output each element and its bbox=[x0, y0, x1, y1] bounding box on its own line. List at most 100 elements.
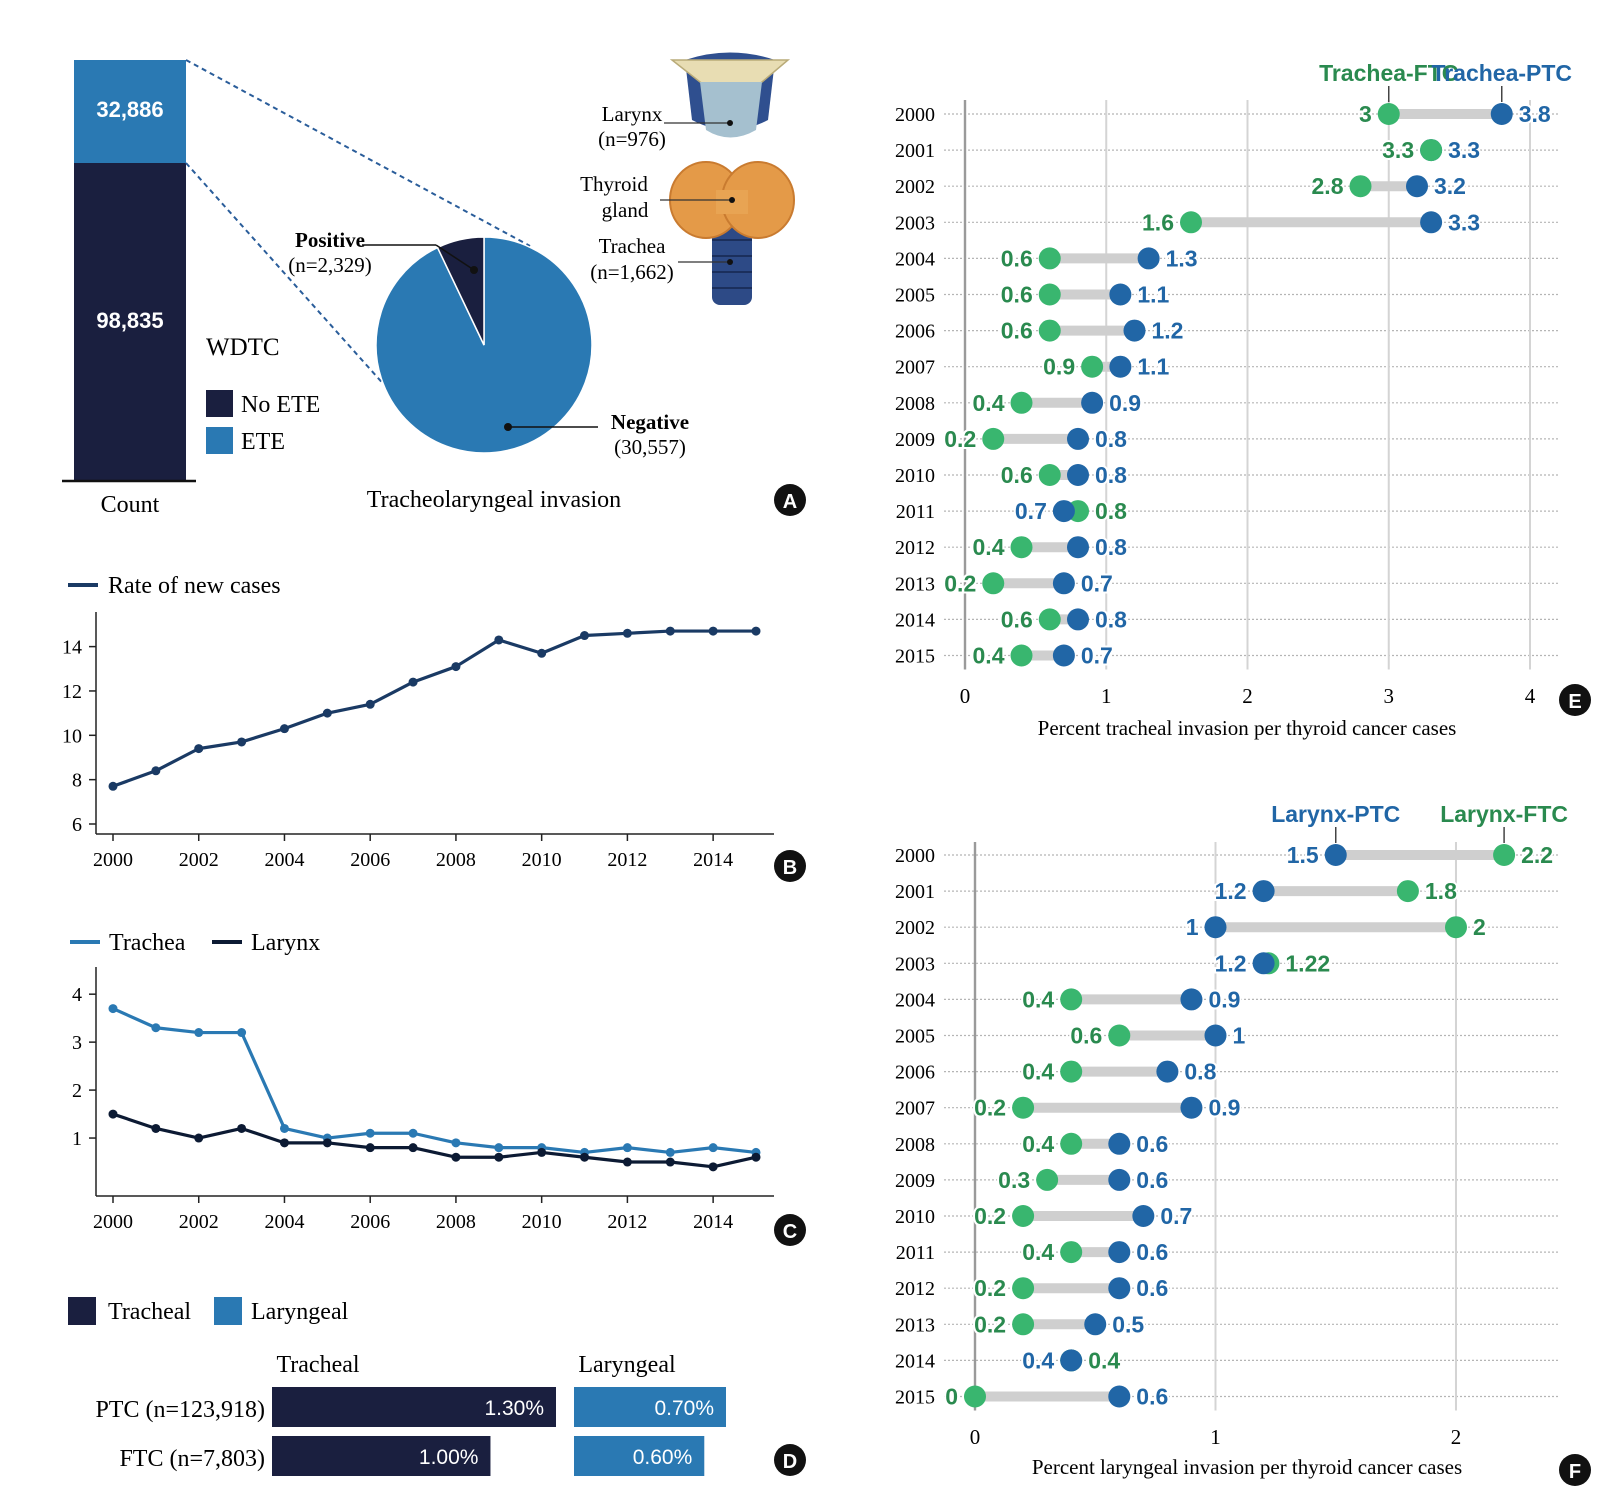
rate-x-tick-label: 2002 bbox=[179, 849, 219, 871]
tracheal-dot-ftc bbox=[982, 427, 1005, 450]
bar-tracheal-ptc bbox=[272, 1387, 556, 1427]
tracheal-dot-ptc bbox=[1109, 355, 1132, 378]
pie-slice-positive bbox=[436, 236, 485, 346]
tracheal-x-tick-label: 3 bbox=[1384, 684, 1395, 708]
rate-x-tick-label: 2006 bbox=[350, 849, 390, 871]
pie-positive-n: (n=2,329) bbox=[288, 253, 372, 277]
tracheal-x-tick-label: 0 bbox=[960, 684, 971, 708]
legend-label-larynx: Larynx bbox=[251, 930, 320, 956]
invasion-point-larynx bbox=[322, 1138, 332, 1148]
invasion-x-tick-label: 2006 bbox=[350, 1211, 390, 1233]
legend-label-trachea: Trachea bbox=[109, 930, 186, 956]
rate-point-rate-of-new-cases bbox=[108, 781, 118, 791]
invasion-point-trachea bbox=[451, 1138, 461, 1148]
laryngeal-value-label-ftc: 0.4 bbox=[1022, 1239, 1054, 1265]
tracheal-value-label-ptc: 3.2 bbox=[1434, 173, 1466, 199]
laryngeal-dot-ftc bbox=[1012, 1313, 1035, 1336]
tracheal-value-label-ftc: 0.9 bbox=[1043, 354, 1075, 380]
bar-label-laryngeal-ftc: 0.60% bbox=[633, 1446, 693, 1469]
tracheal-dumbbell-chart: 2000 2001 2002 2003 2004 2005 2006 2007 2008 2009… bbox=[895, 60, 1572, 708]
invasion-line-trachea bbox=[112, 1007, 757, 1155]
rate-point-rate-of-new-cases bbox=[151, 766, 161, 776]
tracheal-dot-ftc bbox=[1420, 139, 1443, 162]
tracheal-dot-ftc bbox=[1038, 283, 1061, 306]
rate-y-tick-label: 10 bbox=[62, 725, 82, 747]
laryngeal-year-label: 2003 bbox=[895, 953, 935, 975]
tracheal-value-label-ptc: 0.8 bbox=[1095, 534, 1127, 560]
tracheal-header-ptc: Trachea-PTC bbox=[1431, 60, 1572, 86]
invasion-point-larynx bbox=[580, 1152, 590, 1162]
tracheal-dot-ftc bbox=[1349, 175, 1372, 198]
panel-e-xlabel: Percent tracheal invasion per thyroid ca… bbox=[1038, 716, 1457, 740]
laryngeal-value-label-ftc: 0.2 bbox=[974, 1095, 1006, 1121]
tracheal-year-label: 2001 bbox=[895, 140, 935, 162]
bar-laryngeal-ptc bbox=[574, 1387, 726, 1427]
tracheal-value-label-ptc: 0.7 bbox=[1081, 643, 1113, 669]
tracheal-value-label-ptc: 1.3 bbox=[1166, 245, 1198, 271]
laryngeal-year-label: 2012 bbox=[895, 1278, 935, 1300]
tracheal-dot-ptc bbox=[1137, 247, 1160, 270]
invasion-x-tick-label: 2002 bbox=[179, 1211, 219, 1233]
tracheal-value-label-ftc: 0.6 bbox=[1001, 462, 1033, 488]
invasion-point-trachea bbox=[194, 1028, 204, 1038]
tracheal-value-label-ftc: 0.2 bbox=[944, 570, 976, 596]
legend-swatch-no-ete bbox=[206, 390, 233, 417]
laryngeal-dot-ptc bbox=[1180, 1096, 1203, 1119]
invasion-point-trachea bbox=[279, 1123, 289, 1133]
rate-point-rate-of-new-cases bbox=[665, 626, 675, 636]
invasion-point-larynx bbox=[365, 1143, 375, 1153]
panel-a-badge bbox=[774, 484, 806, 516]
legend-label-tracheal: Tracheal bbox=[108, 1299, 191, 1325]
rate-x-tick-label: 2012 bbox=[607, 849, 647, 871]
laryngeal-year-label: 2013 bbox=[895, 1314, 935, 1336]
stack-bar-no-ete bbox=[74, 163, 186, 481]
tracheal-year-label: 2014 bbox=[895, 609, 935, 631]
anatomy-trachea-n: (n=1,662) bbox=[590, 260, 674, 284]
laryngeal-year-label: 2009 bbox=[895, 1170, 935, 1192]
tracheal-value-label-ftc: 0.8 bbox=[1095, 498, 1127, 524]
bar-axis-label: Count bbox=[101, 492, 160, 518]
row-label-ftc: FTC (n=7,803) bbox=[119, 1446, 265, 1472]
panel-a: 32,886 98,835 Count WDTC No ETE ETE Posi… bbox=[62, 52, 806, 518]
tracheal-header-ftc: Trachea-FTC bbox=[1319, 60, 1458, 86]
laryngeal-dot-ftc bbox=[1060, 1060, 1083, 1083]
pie-negative-n: (30,557) bbox=[614, 435, 686, 459]
laryngeal-dot-ftc bbox=[964, 1385, 986, 1408]
laryngeal-year-label: 2011 bbox=[896, 1242, 935, 1264]
laryngeal-value-label-ftc: 0.3 bbox=[998, 1167, 1030, 1193]
rate-y-tick-label: 14 bbox=[62, 637, 82, 659]
rate-point-rate-of-new-cases bbox=[194, 744, 204, 754]
tracheal-year-label: 2000 bbox=[895, 104, 935, 126]
invasion-point-trachea bbox=[151, 1023, 161, 1033]
legend-label-ete: ETE bbox=[241, 429, 285, 455]
laryngeal-year-label: 2015 bbox=[895, 1387, 935, 1409]
laryngeal-dot-ptc bbox=[1108, 1168, 1131, 1191]
tracheal-dot-ptc bbox=[1067, 464, 1089, 486]
thyroid-anatomy-illustration bbox=[660, 52, 795, 305]
laryngeal-value-label-ftc: 0.4 bbox=[1088, 1347, 1120, 1373]
tracheal-dot-ftc bbox=[1038, 608, 1061, 631]
invasion-point-trachea bbox=[365, 1128, 375, 1138]
laryngeal-value-label-ftc: 0.6 bbox=[1070, 1023, 1102, 1049]
laryngeal-dot-ptc bbox=[1084, 1313, 1107, 1336]
tracheal-year-label: 2015 bbox=[895, 646, 935, 668]
laryngeal-value-label-ftc: 2 bbox=[1473, 914, 1486, 940]
ete-count-label: 32,886 bbox=[96, 97, 163, 122]
laryngeal-x-tick-label: 2 bbox=[1451, 1425, 1462, 1449]
invasion-point-larynx bbox=[194, 1133, 204, 1143]
tracheal-value-label-ptc: 0.9 bbox=[1109, 390, 1141, 416]
bar-label-tracheal-ptc: 1.30% bbox=[484, 1397, 544, 1420]
laryngeal-header-ptc: Larynx-PTC bbox=[1271, 801, 1400, 827]
tracheal-year-label: 2012 bbox=[895, 537, 935, 559]
rate-point-rate-of-new-cases bbox=[751, 626, 761, 636]
laryngeal-dot-ptc bbox=[1156, 1060, 1179, 1083]
rate-x-tick-label: 2010 bbox=[522, 849, 562, 871]
laryngeal-dot-ptc bbox=[1108, 1385, 1131, 1408]
rate-point-rate-of-new-cases bbox=[451, 662, 461, 672]
tracheal-dot-ftc bbox=[1038, 247, 1061, 270]
rate-y-tick-label: 12 bbox=[62, 681, 82, 703]
laryngeal-value-label-ptc: 0.6 bbox=[1136, 1167, 1168, 1193]
bar-tracheal-ftc bbox=[272, 1436, 491, 1476]
tracheal-dot-ptc bbox=[1052, 572, 1075, 595]
laryngeal-dot-ftc bbox=[1108, 1024, 1131, 1047]
